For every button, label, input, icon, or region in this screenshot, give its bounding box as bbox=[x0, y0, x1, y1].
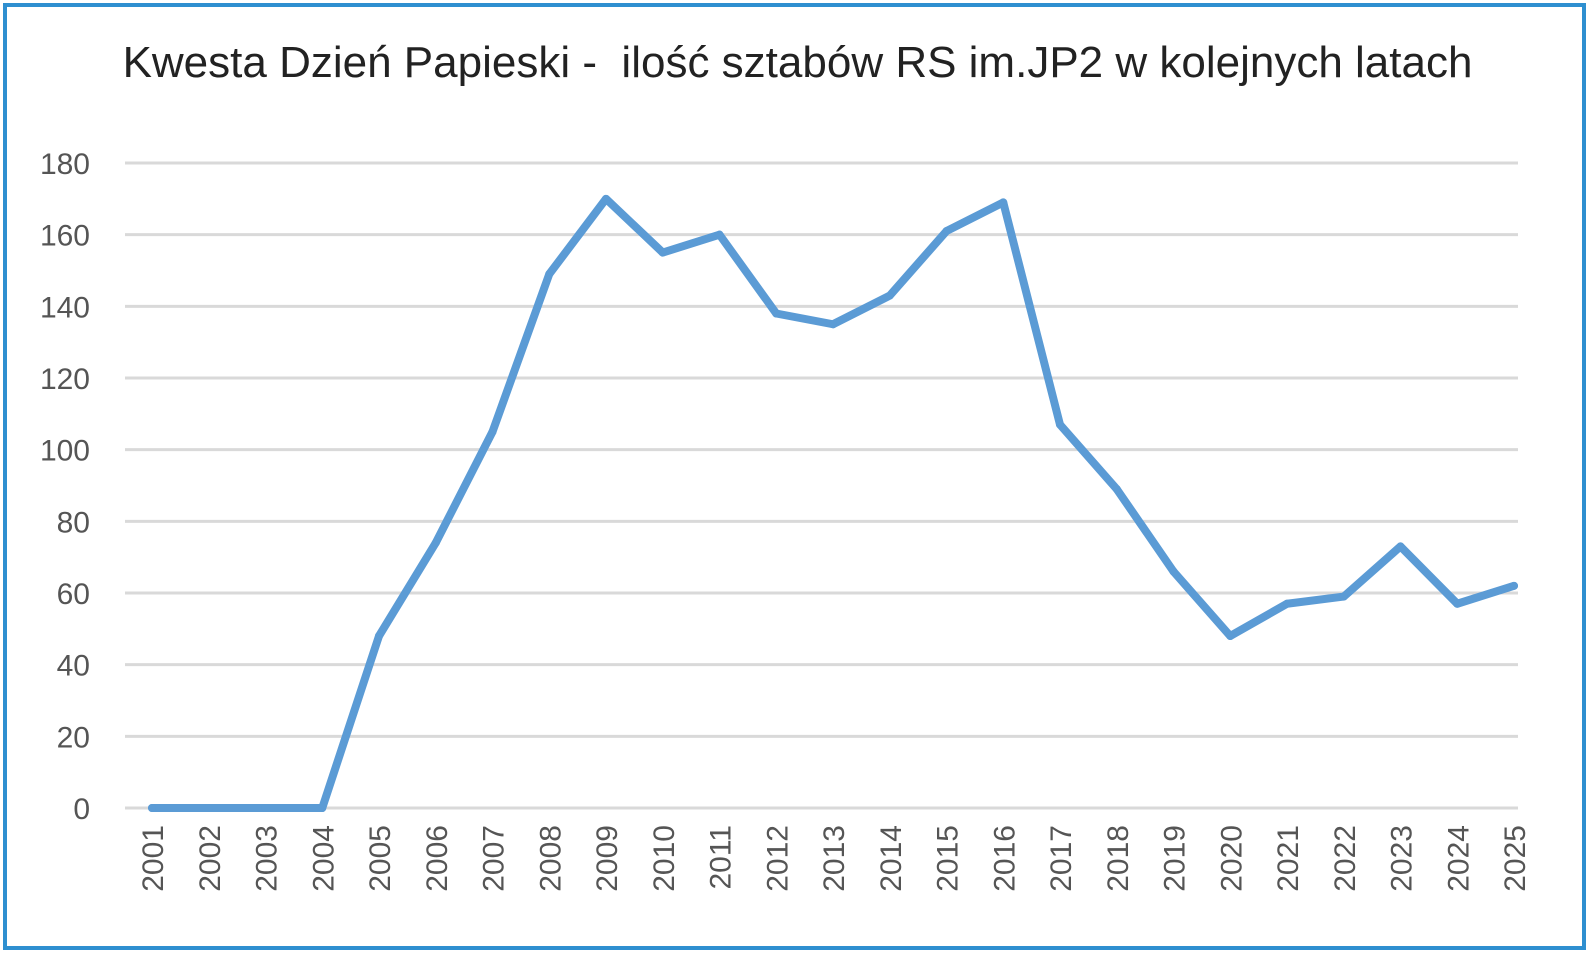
data-point bbox=[999, 198, 1008, 207]
x-tick-label: 2006 bbox=[421, 825, 454, 892]
x-axis-ticks: 2001 2002 2003 2004 2005 2006 2007 2008 2009 2010… bbox=[137, 825, 1532, 892]
x-tick-label: 2005 bbox=[364, 825, 397, 892]
y-axis-ticks: 0 20 40 60 80 100 120 140 160 180 bbox=[40, 148, 90, 826]
x-tick-label: 2022 bbox=[1329, 825, 1362, 892]
x-tick-label: 2004 bbox=[307, 825, 340, 892]
chart-title: Kwesta Dzień Papieski - ilość sztabów RS… bbox=[122, 38, 1473, 87]
data-point bbox=[942, 227, 951, 236]
data-point bbox=[885, 291, 894, 300]
y-tick-label: 140 bbox=[40, 291, 90, 324]
data-point bbox=[602, 194, 610, 203]
x-tick-label: 2012 bbox=[761, 825, 794, 892]
data-point bbox=[715, 230, 724, 239]
x-tick-label: 2013 bbox=[818, 825, 851, 892]
gridlines bbox=[125, 161, 1518, 810]
data-point bbox=[1396, 542, 1405, 551]
data-point bbox=[1169, 567, 1178, 576]
x-tick-label: 2015 bbox=[932, 825, 965, 892]
data-point bbox=[204, 804, 213, 812]
data-point bbox=[148, 804, 156, 812]
data-point bbox=[431, 538, 440, 547]
y-tick-label: 100 bbox=[40, 435, 90, 468]
x-tick-label: 2001 bbox=[137, 825, 170, 892]
x-tick-label: 2024 bbox=[1442, 825, 1475, 892]
x-tick-label: 2014 bbox=[875, 825, 908, 892]
series-layer bbox=[148, 194, 1518, 812]
data-point bbox=[1056, 420, 1064, 429]
x-tick-label: 2009 bbox=[591, 825, 624, 892]
y-tick-label: 180 bbox=[40, 148, 90, 181]
x-tick-label: 2018 bbox=[1102, 825, 1135, 892]
y-tick-label: 80 bbox=[57, 506, 90, 539]
y-tick-label: 20 bbox=[57, 721, 90, 754]
data-point bbox=[1226, 632, 1235, 640]
x-tick-label: 2025 bbox=[1499, 825, 1532, 892]
data-point bbox=[261, 804, 270, 812]
y-tick-label: 0 bbox=[73, 793, 90, 826]
data-point bbox=[318, 804, 327, 812]
y-tick-label: 160 bbox=[40, 220, 90, 253]
y-tick-label: 40 bbox=[57, 650, 90, 683]
data-point bbox=[1510, 581, 1518, 590]
x-tick-label: 2010 bbox=[648, 825, 681, 892]
data-point bbox=[658, 248, 667, 257]
x-tick-label: 2019 bbox=[1159, 825, 1192, 892]
x-tick-label: 2007 bbox=[478, 825, 511, 892]
data-point bbox=[375, 632, 383, 640]
chart-frame bbox=[3, 3, 1586, 950]
x-tick-label: 2023 bbox=[1386, 825, 1419, 892]
x-tick-label: 2011 bbox=[705, 825, 738, 890]
x-tick-label: 2016 bbox=[988, 825, 1021, 892]
data-point bbox=[1339, 592, 1348, 601]
y-tick-label: 60 bbox=[57, 578, 90, 611]
y-tick-label: 120 bbox=[40, 363, 90, 396]
data-point bbox=[1283, 599, 1291, 608]
x-tick-label: 2002 bbox=[194, 825, 227, 892]
data-point bbox=[1453, 599, 1462, 608]
x-tick-label: 2003 bbox=[251, 825, 284, 892]
x-tick-label: 2020 bbox=[1215, 825, 1248, 892]
data-point bbox=[829, 320, 837, 329]
data-point bbox=[545, 270, 554, 279]
x-tick-label: 2017 bbox=[1045, 825, 1078, 892]
series-line bbox=[148, 194, 1518, 812]
x-tick-label: 2021 bbox=[1272, 825, 1305, 892]
data-point bbox=[772, 309, 781, 318]
data-point bbox=[488, 427, 497, 436]
x-tick-label: 2008 bbox=[534, 825, 567, 892]
data-point bbox=[1112, 485, 1121, 494]
